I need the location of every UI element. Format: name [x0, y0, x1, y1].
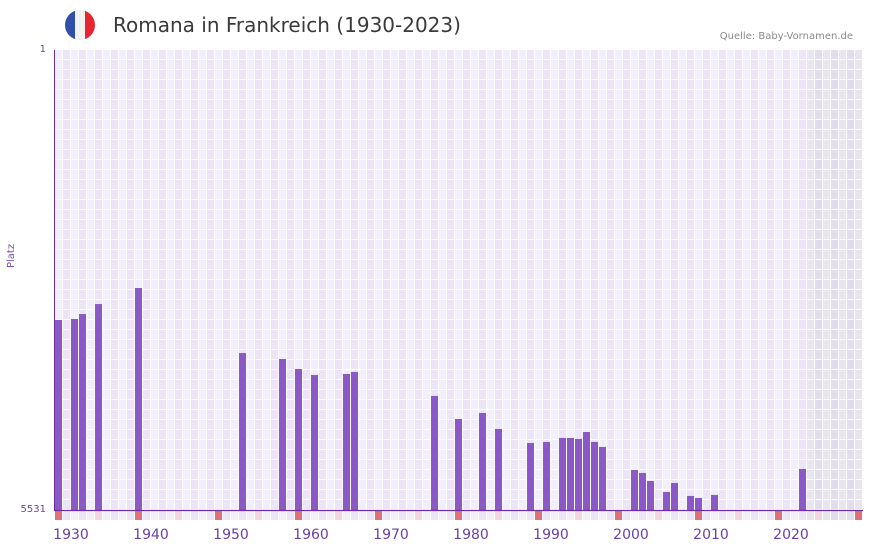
bar-1993 [559, 437, 566, 510]
flag-blue-stripe [65, 10, 75, 40]
france-flag-icon [65, 10, 95, 40]
x-tick-2010: 2010 [693, 527, 729, 543]
year-marker-2020 [775, 511, 782, 520]
x-tick-1940: 1940 [133, 527, 169, 543]
x-tick-2020: 2020 [773, 527, 809, 543]
year-marker-1940 [135, 511, 142, 520]
bar-1940 [135, 287, 142, 510]
year-marker-1945 [175, 511, 182, 520]
bar-2004 [647, 480, 654, 510]
flag-red-stripe [85, 10, 95, 40]
source-label: Quelle: Baby-Vornamen.de [719, 31, 853, 42]
bar-1966 [343, 373, 350, 510]
year-marker-2010 [695, 511, 702, 520]
y-tick-bottom: 5531 [20, 504, 46, 515]
year-marker-1980 [455, 511, 462, 520]
year-marker-1960 [295, 511, 302, 520]
y-tick-top: 1 [39, 44, 46, 55]
year-marker-1995 [575, 511, 582, 520]
year-marker-2030 [855, 511, 862, 520]
bar-1989 [527, 442, 534, 510]
bar-1983 [479, 413, 486, 510]
bar-1960 [295, 369, 302, 510]
year-marker-1950 [215, 511, 222, 520]
bar-2010 [695, 497, 702, 510]
bar-1998 [599, 446, 606, 510]
x-tick-1990: 1990 [533, 527, 569, 543]
bar-1996 [583, 431, 590, 510]
bar-1967 [351, 372, 358, 510]
year-marker-1975 [415, 511, 422, 520]
bar-2002 [631, 469, 638, 510]
x-tick-1980: 1980 [453, 527, 489, 543]
year-marker-1930 [55, 511, 62, 520]
flag-white-stripe [75, 10, 85, 40]
bar-2012 [711, 494, 718, 510]
bar-1930 [55, 320, 62, 510]
bar-2007 [671, 482, 678, 510]
chart-title: Romana in Frankreich (1930-2023) [113, 13, 461, 37]
year-marker-1935 [95, 511, 102, 520]
x-tick-1960: 1960 [293, 527, 329, 543]
year-marker-1970 [375, 511, 382, 520]
year-marker-2000 [615, 511, 622, 520]
bar-2009 [687, 495, 694, 510]
bar-1994 [567, 437, 574, 510]
bar-1958 [279, 359, 286, 510]
year-marker-1965 [335, 511, 342, 520]
bar-1953 [239, 353, 246, 510]
year-marker-1985 [495, 511, 502, 520]
x-tick-1950: 1950 [213, 527, 249, 543]
bar-1932 [71, 319, 78, 510]
bar-1991 [543, 441, 550, 510]
x-tick-2000: 2000 [613, 527, 649, 543]
bar-1980 [455, 418, 462, 510]
year-marker-1990 [535, 511, 542, 520]
x-tick-1930: 1930 [53, 527, 89, 543]
y-axis-label: Platz [6, 243, 17, 268]
year-marker-2015 [735, 511, 742, 520]
year-marker-2005 [655, 511, 662, 520]
x-tick-1970: 1970 [373, 527, 409, 543]
bar-1977 [431, 395, 438, 510]
year-marker-2025 [815, 511, 822, 520]
bar-1935 [95, 304, 102, 510]
bar-1997 [591, 441, 598, 510]
bar-1985 [495, 428, 502, 510]
bar-2006 [663, 491, 670, 510]
bar-2023 [799, 468, 806, 510]
bar-1933 [79, 314, 86, 510]
bar-1962 [311, 374, 318, 510]
bar-1995 [575, 438, 582, 510]
year-marker-1955 [255, 511, 262, 520]
bar-2003 [639, 472, 646, 510]
